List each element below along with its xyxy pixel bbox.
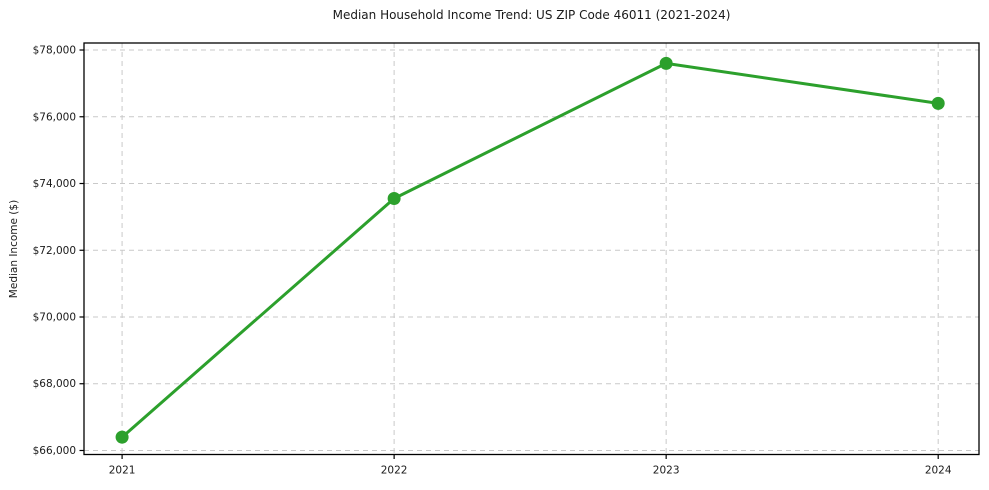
y-tick-label: $70,000 [33, 311, 76, 323]
data-point-2023 [659, 56, 673, 70]
data-point-2021 [115, 430, 129, 444]
data-point-2022 [387, 192, 401, 206]
chart-title: Median Household Income Trend: US ZIP Co… [332, 8, 731, 22]
y-tick-label: $78,000 [33, 45, 76, 57]
y-axis-title: Median Income ($) [8, 199, 20, 299]
plot-border [83, 42, 980, 456]
x-tick-label: 2021 [109, 465, 136, 477]
data-point-2024 [931, 96, 945, 110]
x-tick-label: 2024 [925, 465, 952, 477]
y-tick-label: $76,000 [33, 111, 76, 123]
x-tick-label: 2023 [653, 465, 680, 477]
y-tick-label: $68,000 [33, 378, 76, 390]
y-tick-label: $66,000 [33, 445, 76, 457]
x-tick-label: 2022 [381, 465, 408, 477]
y-tick-label: $74,000 [33, 178, 76, 190]
income-trend-line [120, 61, 940, 439]
y-tick-label: $72,000 [33, 245, 76, 257]
